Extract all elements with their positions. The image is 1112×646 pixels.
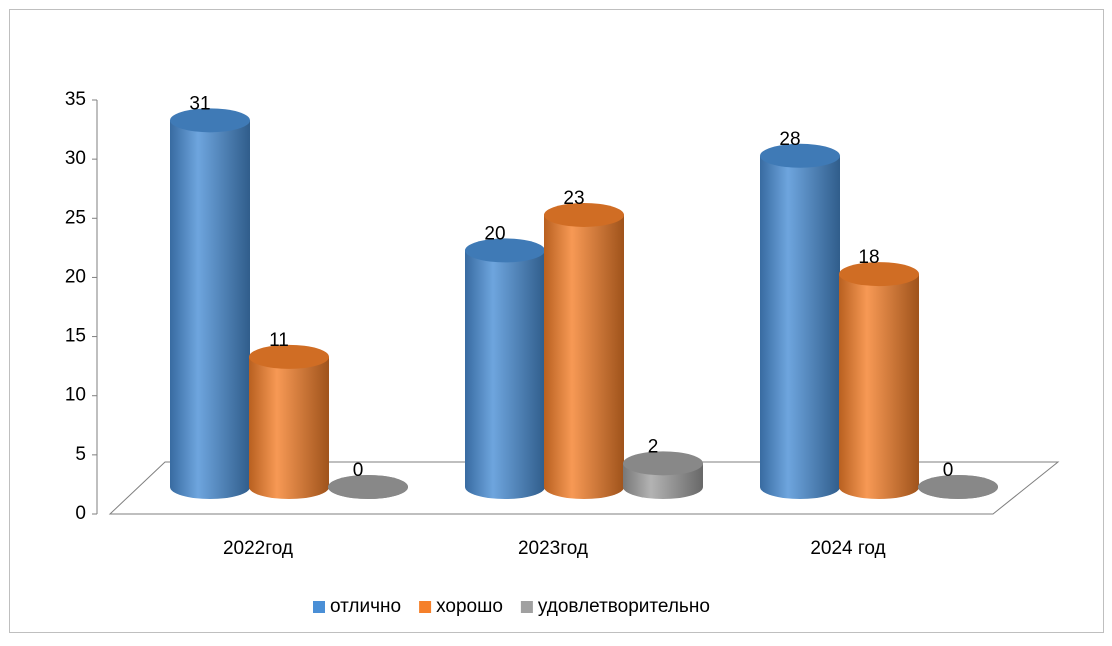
y-tick-label: 30 xyxy=(65,148,86,169)
y-tick-label: 10 xyxy=(65,385,86,406)
y-tick-label: 5 xyxy=(75,444,86,465)
x-tick-label: 2024 год xyxy=(810,538,885,559)
cylinder-body xyxy=(465,250,545,487)
data-label: 20 xyxy=(484,223,505,244)
y-tick-label: 35 xyxy=(65,89,86,110)
data-label: 23 xyxy=(563,188,584,209)
legend-swatch xyxy=(313,601,325,613)
data-label: 28 xyxy=(779,129,800,150)
data-label: 2 xyxy=(648,436,659,457)
floor xyxy=(108,461,1060,515)
cylinder-top xyxy=(544,202,624,227)
cylinder-top xyxy=(918,475,998,499)
data-label: 18 xyxy=(858,247,879,268)
data-label: 0 xyxy=(353,460,364,481)
cylinder xyxy=(760,143,840,499)
cylinder xyxy=(170,108,250,499)
cylinder-top xyxy=(623,451,703,476)
y-tick-label: 20 xyxy=(65,266,86,287)
y-tick-label: 15 xyxy=(65,326,86,347)
legend-label: удовлетворительно xyxy=(538,596,710,617)
y-tick-label: 0 xyxy=(75,503,86,524)
cylinder xyxy=(918,475,998,499)
data-label: 31 xyxy=(189,93,210,114)
legend-swatch xyxy=(419,601,432,613)
cylinder xyxy=(839,262,919,499)
cylinder-top xyxy=(760,143,840,168)
legend-swatch xyxy=(520,601,533,613)
legend-label: хорошо xyxy=(436,596,503,617)
cylinder-top xyxy=(839,262,919,287)
cylinder xyxy=(465,238,545,499)
cylinder xyxy=(544,202,624,499)
data-label: 11 xyxy=(269,330,289,351)
x-tick-label: 2023год xyxy=(518,538,588,559)
legend-label: отлично xyxy=(330,596,401,617)
cylinder xyxy=(328,475,408,499)
cylinder-body xyxy=(760,155,840,488)
x-tick-label: 2022год xyxy=(223,538,293,559)
cylinder-body xyxy=(249,356,329,487)
cylinder-body xyxy=(170,120,250,488)
cylinder-top xyxy=(328,475,408,499)
cylinder-body xyxy=(544,214,624,487)
cylinder xyxy=(249,344,329,499)
cylinder-top xyxy=(170,108,250,133)
data-label: 0 xyxy=(943,460,954,481)
cylinder xyxy=(623,451,703,499)
y-tick-label: 25 xyxy=(65,207,86,228)
cylinder-top xyxy=(249,344,329,369)
cylinder-top xyxy=(465,238,545,263)
cylinder-body xyxy=(839,274,919,487)
